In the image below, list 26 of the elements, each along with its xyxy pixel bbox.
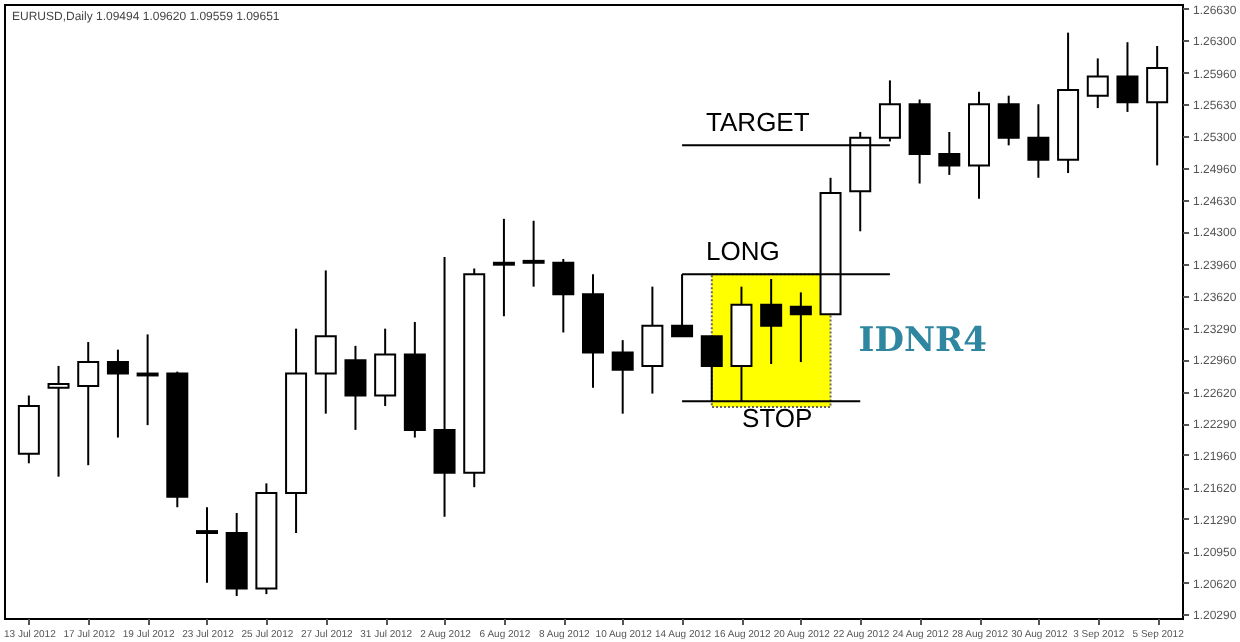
ref-line-label: LONG	[706, 236, 780, 267]
candlestick	[760, 278, 783, 365]
candlestick	[492, 217, 515, 318]
candlestick	[17, 394, 40, 465]
ref-line-label: TARGET	[706, 107, 810, 138]
candlestick	[106, 348, 129, 439]
candlestick	[522, 219, 545, 288]
candlestick	[552, 257, 575, 334]
candlestick	[1116, 41, 1139, 113]
candlestick	[374, 327, 397, 408]
candlestick	[611, 339, 634, 415]
candlestick	[344, 344, 367, 431]
band-label: IDNR4	[858, 320, 988, 361]
candlestick	[938, 130, 961, 176]
candlestick	[789, 291, 812, 364]
candlestick	[77, 341, 100, 467]
ref-line-label: STOP	[742, 403, 813, 434]
candlestick	[314, 269, 337, 415]
candlestick	[1086, 57, 1109, 110]
candlestick	[47, 364, 70, 478]
candlestick	[1027, 103, 1050, 179]
candlestick	[641, 285, 664, 395]
candlestick	[433, 256, 456, 518]
candlestick	[196, 506, 218, 584]
candlestick	[997, 94, 1020, 147]
candlestick	[1146, 45, 1169, 167]
